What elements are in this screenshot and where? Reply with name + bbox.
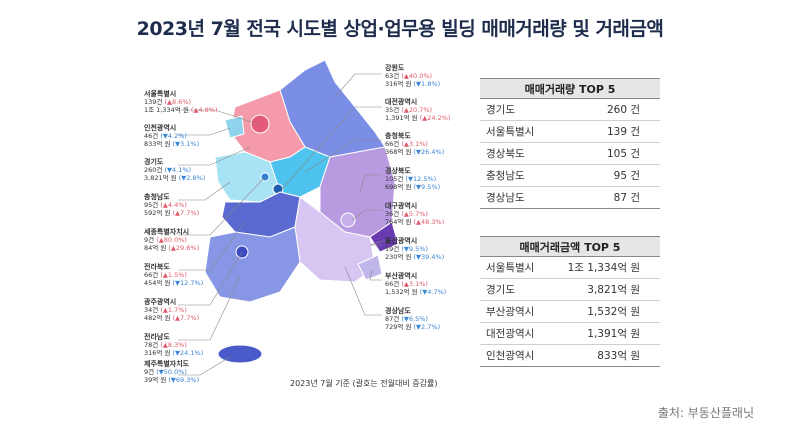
region-label-gwangju: 광주광역시 34건 (▲1.7%) 482억 원 (▲7.7%) xyxy=(144,298,200,322)
table-row: 인천광역시 833억 원 xyxy=(480,345,660,367)
region-label-jeonnam: 전라남도 78건 (▲8.3%) 316억 원 (▼24.1%) xyxy=(144,333,204,357)
table-row: 충청남도 95 건 xyxy=(480,165,660,187)
region-label-seoul: 서울특별시 139건 (▲8.6%) 1조 1,334억 원 (▲4.8%) xyxy=(144,90,218,114)
page-title: 2023년 7월 전국 시도별 상업·업무용 빌딩 매매거래량 및 거래금액 xyxy=(136,18,664,40)
region-label-chungbuk: 충청북도 66건 (▲3.1%) 368억 원 (▼26.4%) xyxy=(385,132,445,156)
region-shape-ulsan xyxy=(369,221,399,253)
region-label-chungnam: 충청남도 95건 (▲4.4%) 592억 원 (▲7.7%) xyxy=(144,193,200,217)
region-label-daegu: 대구광역시 36건 (▲5.7%) 764억 원 (▲48.3%) xyxy=(385,202,445,226)
volume-top5-table: 매매거래량 TOP 5 경기도 260 건 서울특별시 139 건 경상북도 105 … xyxy=(480,78,660,209)
amount-top5-table: 매매거래금액 TOP 5 서울특별시 1조 1,334억 원 경기도 3,821억 … xyxy=(480,236,660,367)
table-row: 부산광역시 1,532억 원 xyxy=(480,301,660,323)
region-label-daejeon: 대전광역시 35건 (▲20.7%) 1,391억 원 (▲24.2%) xyxy=(385,98,451,122)
table-row: 경기도 260 건 xyxy=(480,99,660,121)
region-label-jeonbuk: 전라북도 66건 (▲1.5%) 454억 원 (▼12.7%) xyxy=(144,263,204,287)
region-label-gyeonggi: 경기도 260건 (▼4.1%) 3,821억 원 (▼2.8%) xyxy=(144,158,206,182)
table-row: 서울특별시 1조 1,334억 원 xyxy=(480,257,660,279)
table-row: 대전광역시 1,391억 원 xyxy=(480,323,660,345)
table-row: 경기도 3,821억 원 xyxy=(480,279,660,301)
region-label-gangwon: 강원도 63건 (▲40.0%) 316억 원 (▼1.8%) xyxy=(385,64,441,88)
region-shape-jeonnam xyxy=(204,226,301,303)
volume-top5-header: 매매거래량 TOP 5 xyxy=(480,78,660,99)
region-label-gyeongnam: 경상남도 87건 (▼6.5%) 729억 원 (▼2.7%) xyxy=(385,307,441,331)
region-shape-daegu xyxy=(340,212,356,228)
table-row: 서울특별시 139 건 xyxy=(480,121,660,143)
region-label-sejong: 세종특별자치시 9건 (▲80.0%) 84억 원 (▲29.6%) xyxy=(144,228,200,252)
region-shape-seoul xyxy=(250,114,270,134)
region-label-busan: 부산광역시 66건 (▲3.1%) 1,532억 원 (▼4.7%) xyxy=(385,272,447,296)
region-shape-busan xyxy=(357,254,383,281)
table-row: 경상남도 87 건 xyxy=(480,187,660,209)
leader-lines xyxy=(178,73,387,376)
region-label-ulsan: 울산광역시 19건 (▼9.5%) 230억 원 (▼39.4%) xyxy=(385,237,445,261)
region-shape-jeju xyxy=(217,344,263,364)
region-shape-gyeongnam xyxy=(294,196,376,283)
base-date-note: 2023년 7월 기준 (괄호는 전월대비 증감률) xyxy=(290,379,438,388)
korea-map-shapes xyxy=(178,59,399,376)
region-label-jeju: 제주특별자치도 9건 (▼50.0%) 39억 원 (▼69.3%) xyxy=(144,360,200,384)
korea-map: 서울특별시 139건 (▲8.6%) 1조 1,334억 원 (▲4.8%) 인… xyxy=(130,52,470,384)
amount-top5-header: 매매거래금액 TOP 5 xyxy=(480,236,660,257)
region-label-incheon: 인천광역시 46건 (▼4.2%) 833억 원 (▼3.1%) xyxy=(144,124,200,148)
region-shape-incheon xyxy=(224,115,245,139)
region-label-gyeongbuk: 경상북도 105건 (▼12.5%) 698억 원 (▼9.5%) xyxy=(385,167,441,191)
table-row: 경상북도 105 건 xyxy=(480,143,660,165)
source-credit: 출처: 부동산플래닛 xyxy=(657,406,754,420)
